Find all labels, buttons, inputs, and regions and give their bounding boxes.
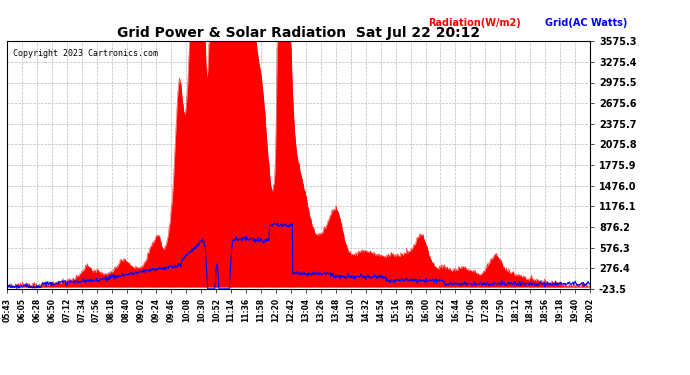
Title: Grid Power & Solar Radiation  Sat Jul 22 20:12: Grid Power & Solar Radiation Sat Jul 22 …	[117, 26, 480, 40]
Text: Grid(AC Watts): Grid(AC Watts)	[545, 18, 627, 28]
Text: Radiation(W/m2): Radiation(W/m2)	[428, 18, 520, 28]
Text: Copyright 2023 Cartronics.com: Copyright 2023 Cartronics.com	[12, 49, 158, 58]
